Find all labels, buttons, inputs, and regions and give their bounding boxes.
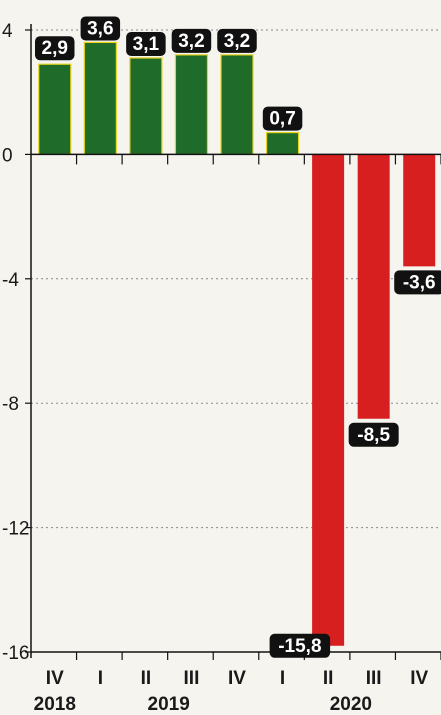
data-label-box bbox=[217, 28, 257, 53]
y-tick-label: 0 bbox=[2, 145, 13, 166]
data-labels: 2,9 3,6 3,1 3,2 3,2 0,7 -15,8 -8,5 -3,6 bbox=[35, 16, 441, 658]
bar bbox=[83, 41, 117, 155]
x-category-label: III bbox=[184, 668, 200, 689]
data-label: 3,2 bbox=[224, 31, 250, 52]
bar bbox=[220, 54, 254, 155]
bar bbox=[38, 63, 72, 156]
bar bbox=[174, 54, 209, 155]
data-label: -3,6 bbox=[403, 272, 436, 293]
y-tick-label: -12 bbox=[2, 519, 29, 540]
data-label: 0,7 bbox=[269, 109, 295, 130]
x-category-label: I bbox=[98, 668, 103, 689]
data-label-box bbox=[35, 36, 75, 61]
bar bbox=[129, 57, 163, 156]
data-label: 2,9 bbox=[42, 38, 68, 59]
bar bbox=[357, 154, 390, 419]
data-label: 3,1 bbox=[133, 34, 160, 55]
data-label-box bbox=[269, 633, 331, 658]
x-category-label: I bbox=[280, 668, 285, 689]
data-label: 3,6 bbox=[87, 18, 113, 39]
x-year-label: 2019 bbox=[148, 694, 190, 715]
data-label-box bbox=[394, 270, 441, 295]
x-category-label: II bbox=[323, 668, 334, 689]
x-category-label: IV bbox=[228, 668, 246, 689]
bars bbox=[38, 41, 436, 646]
data-label-box bbox=[126, 31, 166, 56]
x-category-label: III bbox=[366, 668, 382, 689]
y-tick-label: 4 bbox=[2, 21, 13, 42]
bar bbox=[265, 132, 300, 156]
x-category-label: IV bbox=[46, 668, 64, 689]
data-label-box bbox=[171, 28, 212, 53]
x-category-label: II bbox=[141, 668, 152, 689]
bar bbox=[312, 154, 345, 646]
x-category-label: IV bbox=[410, 668, 428, 689]
data-label: -15,8 bbox=[278, 636, 321, 657]
data-label-box bbox=[348, 422, 399, 447]
x-year-label: 2018 bbox=[34, 694, 76, 715]
bar bbox=[403, 154, 436, 267]
y-tick-label: -4 bbox=[2, 270, 19, 291]
data-label-box bbox=[262, 106, 303, 131]
x-year-label: 2020 bbox=[330, 694, 372, 715]
data-label: -8,5 bbox=[357, 425, 390, 446]
data-label-box bbox=[80, 16, 121, 41]
data-label: 3,2 bbox=[178, 31, 204, 52]
axes: 4 0 -4 -8 -12 -16 bbox=[2, 21, 441, 664]
y-tick-label: -8 bbox=[2, 394, 19, 415]
y-tick-label: -16 bbox=[2, 643, 29, 664]
